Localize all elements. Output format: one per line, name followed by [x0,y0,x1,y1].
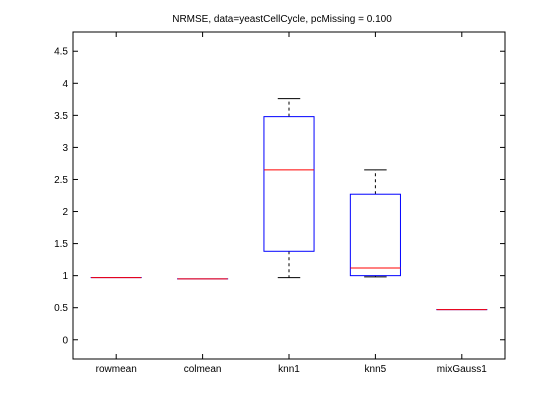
x-tick-label: knn5 [365,364,387,375]
x-tick-label: rowmean [96,364,137,375]
y-tick-label: 0.5 [54,303,68,314]
plot-area: 0 0.5 1 1.5 2 2.5 3 3.5 4 4.5 rowmean colmean knn1 kn… [54,31,506,375]
y-tick-label: 1.5 [54,239,68,250]
chart-title: NRMSE, data=yeastCellCycle, pcMissing = … [172,14,392,25]
box-knn5 [349,193,401,277]
y-tick-label: 3.5 [54,111,68,122]
box-knn1 [263,116,315,252]
y-tick-label: 2.5 [54,175,68,186]
y-tick-label: 2 [62,207,68,218]
x-tick-label: knn1 [278,364,300,375]
y-tick-label: 0 [62,335,68,346]
y-tick-label: 3 [62,143,68,154]
y-tick-label: 4.5 [54,47,68,58]
y-tick-label: 4 [62,79,68,90]
x-tick-label: mixGauss1 [437,364,487,375]
y-tick-label: 1 [62,271,68,282]
x-tick-label: colmean [184,364,222,375]
